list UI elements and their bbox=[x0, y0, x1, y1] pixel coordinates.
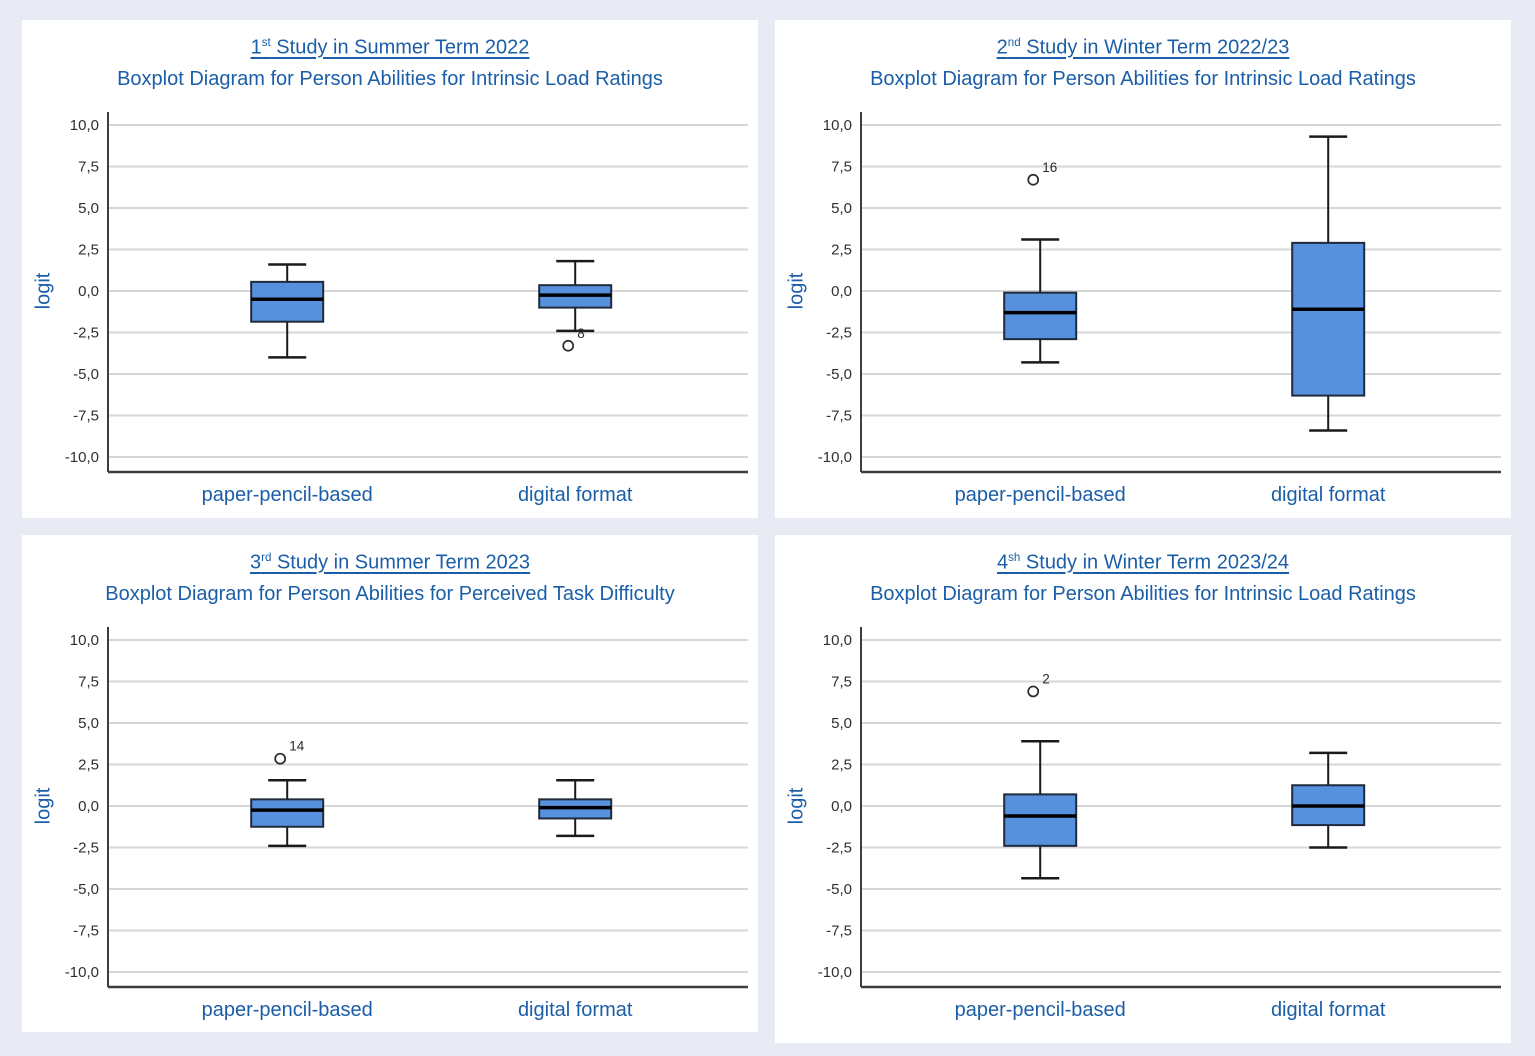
study-title: 3rd Study in Summer Term 2023 bbox=[22, 551, 758, 575]
y-tick-label: -10,0 bbox=[818, 449, 852, 466]
study-title-ordinal-suffix: sh bbox=[1008, 551, 1021, 564]
category-label-paper-pencil: paper-pencil-based bbox=[201, 484, 373, 506]
outlier-point bbox=[1027, 173, 1040, 186]
study-title-ordinal-suffix: nd bbox=[1007, 36, 1021, 49]
y-tick-label: 7,5 bbox=[831, 159, 852, 176]
y-axis-title: logit bbox=[785, 272, 808, 310]
category-label-digital: digital format bbox=[517, 999, 633, 1021]
outlier-label: 2 bbox=[1042, 671, 1050, 686]
y-tick-label: 2,5 bbox=[78, 757, 99, 774]
study-title-number: 3 bbox=[249, 551, 262, 574]
outlier-point bbox=[562, 339, 575, 352]
y-tick-label: 0,0 bbox=[78, 798, 99, 815]
study-title-number: 2 bbox=[996, 36, 1008, 59]
category-label-paper-pencil: paper-pencil-based bbox=[954, 999, 1126, 1021]
box-iqr bbox=[250, 798, 325, 828]
chart-subtitle: Boxplot Diagram for Person Abilities for… bbox=[870, 67, 1416, 90]
y-tick-label: -5,0 bbox=[73, 881, 99, 898]
box-iqr bbox=[1003, 793, 1078, 847]
y-tick-label: 10,0 bbox=[70, 117, 99, 134]
y-tick-label: -7,5 bbox=[826, 923, 852, 940]
y-tick-label: 10,0 bbox=[823, 117, 852, 134]
boxplot-chart: 10,0 7,5 5,0 2,5 0,0 -2,5 -5,0 -7,5 -10,0 8 bbox=[65, 112, 748, 474]
study-title-number: 1 bbox=[250, 36, 262, 59]
y-tick-label: -5,0 bbox=[826, 366, 852, 383]
box-iqr bbox=[250, 280, 325, 323]
outlier-label: 14 bbox=[289, 739, 305, 754]
y-tick-label: -2,5 bbox=[826, 840, 852, 857]
y-tick-label: -10,0 bbox=[65, 964, 99, 981]
y-tick-label: 5,0 bbox=[831, 200, 852, 217]
y-tick-label: -7,5 bbox=[73, 408, 99, 425]
y-tick-label: 2,5 bbox=[831, 757, 852, 774]
y-tick-label: 7,5 bbox=[831, 674, 852, 691]
y-tick-label: -2,5 bbox=[73, 325, 99, 342]
outlier-label: 16 bbox=[1042, 160, 1057, 175]
study-title-text: Study in Winter Term 2023/24 bbox=[1020, 551, 1290, 574]
study-title: 1st Study in Summer Term 2022 bbox=[22, 36, 758, 60]
boxplot-chart: 10,0 7,5 5,0 2,5 0,0 -2,5 -5,0 -7,5 -10,0 16 bbox=[818, 112, 1501, 474]
y-tick-label: 0,0 bbox=[831, 283, 852, 300]
y-tick-label: 0,0 bbox=[78, 283, 99, 300]
y-tick-label: -7,5 bbox=[826, 408, 852, 425]
y-tick-label: -10,0 bbox=[65, 449, 99, 466]
outlier-point bbox=[274, 752, 287, 765]
y-tick-label: -2,5 bbox=[826, 325, 852, 342]
category-label-paper-pencil: paper-pencil-based bbox=[201, 999, 373, 1021]
y-tick-label: 5,0 bbox=[78, 715, 99, 732]
box-iqr bbox=[1291, 241, 1366, 397]
panel-study-1: 1st Study in Summer Term 2022 Boxplot Di… bbox=[22, 20, 758, 518]
y-tick-label: 2,5 bbox=[831, 242, 852, 259]
study-title-number: 4 bbox=[996, 551, 1009, 574]
y-tick-label: 10,0 bbox=[823, 632, 852, 649]
outlier-label: 8 bbox=[577, 326, 585, 341]
boxplot-chart: 10,0 7,5 5,0 2,5 0,0 -2,5 -5,0 -7,5 -10,0 2 bbox=[818, 627, 1501, 989]
study-title: 2nd Study in Winter Term 2022/23 bbox=[775, 36, 1511, 60]
study-title-ordinal-suffix: st bbox=[261, 36, 271, 49]
chart-subtitle: Boxplot Diagram for Person Abilities for… bbox=[105, 582, 675, 605]
chart-subtitle: Boxplot Diagram for Person Abilities for… bbox=[870, 582, 1416, 605]
y-tick-label: -2,5 bbox=[73, 840, 99, 857]
box-iqr bbox=[1003, 291, 1078, 341]
category-label-digital: digital format bbox=[1270, 999, 1386, 1021]
y-tick-label: 2,5 bbox=[78, 242, 99, 259]
y-tick-label: -5,0 bbox=[73, 366, 99, 383]
outlier-point bbox=[1027, 685, 1040, 698]
panel-study-3: 3rd Study in Summer Term 2023 Boxplot Di… bbox=[22, 535, 758, 1032]
chart-subtitle: Boxplot Diagram for Person Abilities for… bbox=[117, 67, 663, 90]
panel-study-2: 2nd Study in Winter Term 2022/23 Boxplot… bbox=[775, 20, 1511, 518]
study-title-text: Study in Winter Term 2022/23 bbox=[1020, 36, 1290, 59]
study-title-text: Study in Summer Term 2022 bbox=[270, 36, 530, 59]
study-title-ordinal-suffix: rd bbox=[261, 551, 272, 564]
y-tick-label: 5,0 bbox=[78, 200, 99, 217]
study-title: 4sh Study in Winter Term 2023/24 bbox=[775, 551, 1511, 575]
category-label-digital: digital format bbox=[1270, 484, 1386, 506]
study-title-text: Study in Summer Term 2023 bbox=[271, 551, 531, 574]
y-tick-label: -5,0 bbox=[826, 881, 852, 898]
panel-study-4: 4sh Study in Winter Term 2023/24 Boxplot… bbox=[775, 535, 1511, 1043]
y-axis-title: logit bbox=[32, 272, 55, 310]
y-tick-label: 10,0 bbox=[70, 632, 99, 649]
y-tick-label: -10,0 bbox=[818, 964, 852, 981]
category-label-paper-pencil: paper-pencil-based bbox=[954, 484, 1126, 506]
y-tick-label: 5,0 bbox=[831, 715, 852, 732]
boxplot-chart: 10,0 7,5 5,0 2,5 0,0 -2,5 -5,0 -7,5 -10,0 14 bbox=[65, 627, 748, 989]
y-tick-label: 0,0 bbox=[831, 798, 852, 815]
y-tick-label: -7,5 bbox=[73, 923, 99, 940]
y-axis-title: logit bbox=[32, 787, 55, 825]
y-axis-title: logit bbox=[785, 787, 808, 825]
category-label-digital: digital format bbox=[517, 484, 633, 506]
y-tick-label: 7,5 bbox=[78, 159, 99, 176]
y-tick-label: 7,5 bbox=[78, 674, 99, 691]
